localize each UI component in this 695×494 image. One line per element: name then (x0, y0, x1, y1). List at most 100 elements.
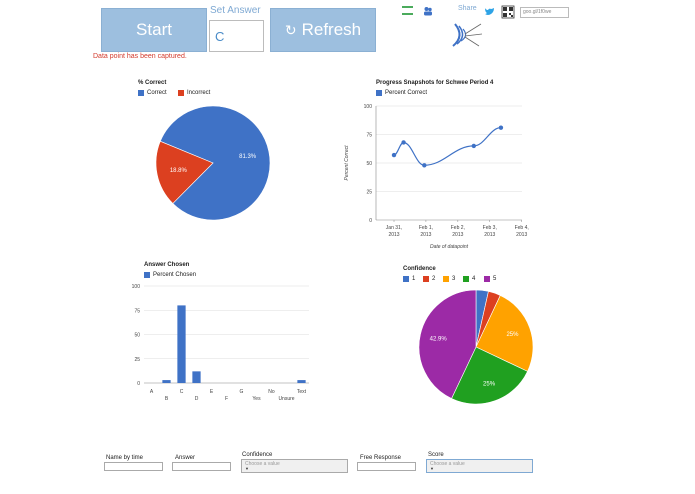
pie-slice-label: 25% (483, 382, 496, 388)
answer-filter-label: Answer (175, 455, 196, 461)
legend-incorrect[interactable]: Incorrect (178, 90, 210, 96)
answer-chosen-title: Answer Chosen (144, 262, 190, 268)
legend-confidence-4[interactable]: 4 (463, 276, 475, 282)
x-tick-label: D (195, 396, 199, 402)
x-tick-label: 2013 (484, 232, 495, 238)
short-link-field[interactable]: goo.gl/1f0we (520, 7, 569, 18)
answer-input[interactable] (209, 20, 264, 52)
pie-slice-3 (475, 295, 534, 372)
x-tick-label: B (165, 396, 169, 402)
free-response-filter-label: Free Response (360, 455, 402, 461)
legend-confidence-1[interactable]: 1 (403, 276, 415, 282)
x-tick-label: Unsure (278, 396, 294, 402)
legend-label: 2 (432, 276, 436, 282)
refresh-icon: ↻ (284, 21, 297, 38)
y-tick-label: 75 (366, 133, 372, 139)
legend-swatch (423, 276, 429, 282)
legend-label: Percent Correct (385, 90, 428, 96)
data-point (401, 140, 406, 145)
x-tick-label: Yes (252, 396, 261, 402)
x-tick-label: Feb 2, (451, 225, 465, 231)
data-point (471, 143, 477, 149)
start-button[interactable]: Start (101, 8, 207, 52)
x-tick-label: Text (297, 389, 307, 395)
score-filter-label: Score (428, 452, 444, 458)
name-filter-input[interactable] (104, 462, 163, 471)
legend-swatch (138, 90, 144, 96)
pie-slice-5 (418, 289, 477, 399)
pie-slice-correct (159, 105, 271, 221)
x-tick-label: 2013 (516, 232, 527, 238)
qr-code-icon[interactable] (501, 5, 515, 19)
pie-slice-4 (451, 346, 528, 405)
legend-label: Incorrect (187, 90, 211, 96)
legend-correct[interactable]: Correct (138, 90, 167, 96)
legend-swatch (484, 276, 490, 282)
y-tick-label: 50 (134, 333, 140, 339)
score-select-placeholder: Choose a value (430, 461, 465, 467)
confidence-select-placeholder: Choose a value (245, 461, 280, 467)
refresh-button[interactable]: ↻ Refresh (270, 8, 376, 52)
pie-slice-label: 81.3% (239, 154, 257, 160)
confidence-select[interactable]: Choose a value ▼ (241, 459, 348, 473)
series-line-percent-correct (393, 127, 502, 166)
spreadsheet-icon[interactable] (402, 6, 413, 15)
legend-swatch (178, 90, 184, 96)
x-tick-label: G (240, 389, 244, 395)
set-answer-label: Set Answer (210, 5, 261, 16)
legend-label: 1 (412, 276, 416, 282)
y-tick-label: 50 (366, 161, 372, 167)
percent-correct-title: % Correct (138, 80, 167, 86)
radar-logo-icon (452, 23, 483, 47)
x-tick-label: 2013 (388, 232, 399, 238)
y-axis-label: Percent Correct (344, 145, 350, 181)
data-point (422, 163, 427, 168)
y-tick-label: 100 (364, 104, 373, 110)
answer-filter-input[interactable] (172, 462, 231, 471)
caret-down-icon: ▼ (245, 466, 249, 471)
confidence-filter-label: Confidence (242, 452, 273, 458)
legend-swatch (443, 276, 449, 282)
legend-label: 3 (452, 276, 456, 282)
legend-swatch (403, 276, 409, 282)
x-tick-label: Feb 3, (483, 225, 497, 231)
pie-slice-incorrect (155, 140, 214, 204)
legend-percent-chosen[interactable]: Percent Chosen (144, 272, 196, 278)
bar-c (177, 305, 186, 383)
pie-slice-label: 18.8% (170, 168, 188, 174)
x-tick-label: E (210, 389, 214, 395)
confidence-title: Confidence (403, 266, 436, 272)
legend-confidence-3[interactable]: 3 (443, 276, 455, 282)
legend-label: Correct (147, 90, 167, 96)
pie-slice-1 (475, 289, 489, 348)
x-axis-label: Date of datapoint (430, 244, 469, 250)
legend-swatch (463, 276, 469, 282)
x-tick-label: Jan 31, (386, 225, 402, 231)
data-point (498, 125, 504, 130)
people-icon[interactable] (423, 6, 433, 16)
share-label: Share (458, 5, 477, 12)
twitter-bird-icon[interactable] (484, 7, 495, 17)
refresh-button-label: Refresh (301, 20, 362, 39)
free-response-input[interactable] (357, 462, 416, 471)
x-tick-label: 2013 (420, 232, 431, 238)
legend-confidence-5[interactable]: 5 (484, 276, 496, 282)
legend-label: Percent Chosen (153, 272, 197, 278)
caret-down-icon: ▼ (430, 466, 434, 471)
x-tick-label: Feb 1, (419, 225, 433, 231)
legend-percent-correct[interactable]: Percent Correct (376, 90, 427, 96)
y-tick-label: 75 (134, 308, 140, 314)
legend-swatch (144, 272, 150, 278)
pie-slice-label: 42.9% (430, 336, 448, 342)
legend-label: 4 (472, 276, 476, 282)
legend-label: 5 (493, 276, 497, 282)
pie-slice-label: 25% (506, 332, 519, 338)
x-tick-label: 2013 (452, 232, 463, 238)
score-select[interactable]: Choose a value ▼ (426, 459, 533, 473)
x-tick-label: F (225, 396, 228, 402)
legend-confidence-2[interactable]: 2 (423, 276, 435, 282)
